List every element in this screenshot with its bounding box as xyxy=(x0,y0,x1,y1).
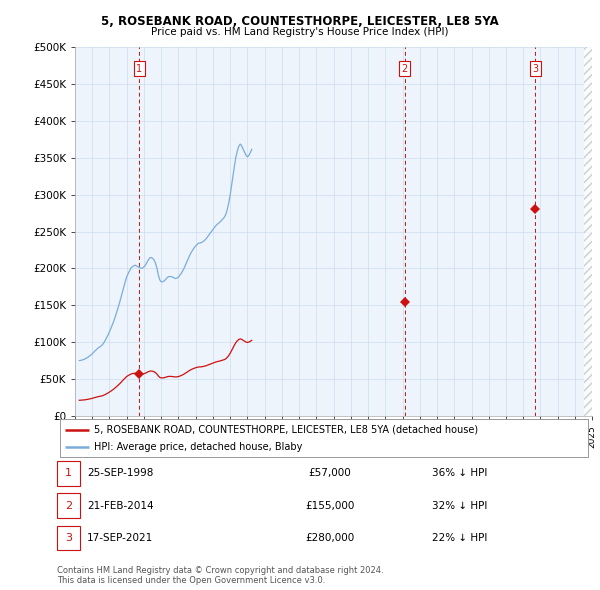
Text: 3: 3 xyxy=(65,533,72,543)
Text: £57,000: £57,000 xyxy=(308,468,352,478)
Text: 25-SEP-1998: 25-SEP-1998 xyxy=(87,468,154,478)
Text: 1: 1 xyxy=(65,468,72,478)
Text: 22% ↓ HPI: 22% ↓ HPI xyxy=(432,533,487,543)
Text: 17-SEP-2021: 17-SEP-2021 xyxy=(87,533,153,543)
Text: HPI: Average price, detached house, Blaby: HPI: Average price, detached house, Blab… xyxy=(94,442,302,453)
Text: 2: 2 xyxy=(401,64,408,74)
Text: 3: 3 xyxy=(532,64,539,74)
Text: 5, ROSEBANK ROAD, COUNTESTHORPE, LEICESTER, LE8 5YA: 5, ROSEBANK ROAD, COUNTESTHORPE, LEICEST… xyxy=(101,15,499,28)
Text: 36% ↓ HPI: 36% ↓ HPI xyxy=(432,468,487,478)
Text: 5, ROSEBANK ROAD, COUNTESTHORPE, LEICESTER, LE8 5YA (detached house): 5, ROSEBANK ROAD, COUNTESTHORPE, LEICEST… xyxy=(94,425,478,435)
Text: £155,000: £155,000 xyxy=(305,501,355,510)
Text: Contains HM Land Registry data © Crown copyright and database right 2024.
This d: Contains HM Land Registry data © Crown c… xyxy=(57,566,383,585)
Text: 32% ↓ HPI: 32% ↓ HPI xyxy=(432,501,487,510)
Text: 21-FEB-2014: 21-FEB-2014 xyxy=(87,501,154,510)
Text: £280,000: £280,000 xyxy=(305,533,355,543)
Text: Price paid vs. HM Land Registry's House Price Index (HPI): Price paid vs. HM Land Registry's House … xyxy=(151,27,449,37)
Text: 1: 1 xyxy=(136,64,142,74)
Text: 2: 2 xyxy=(65,501,72,510)
